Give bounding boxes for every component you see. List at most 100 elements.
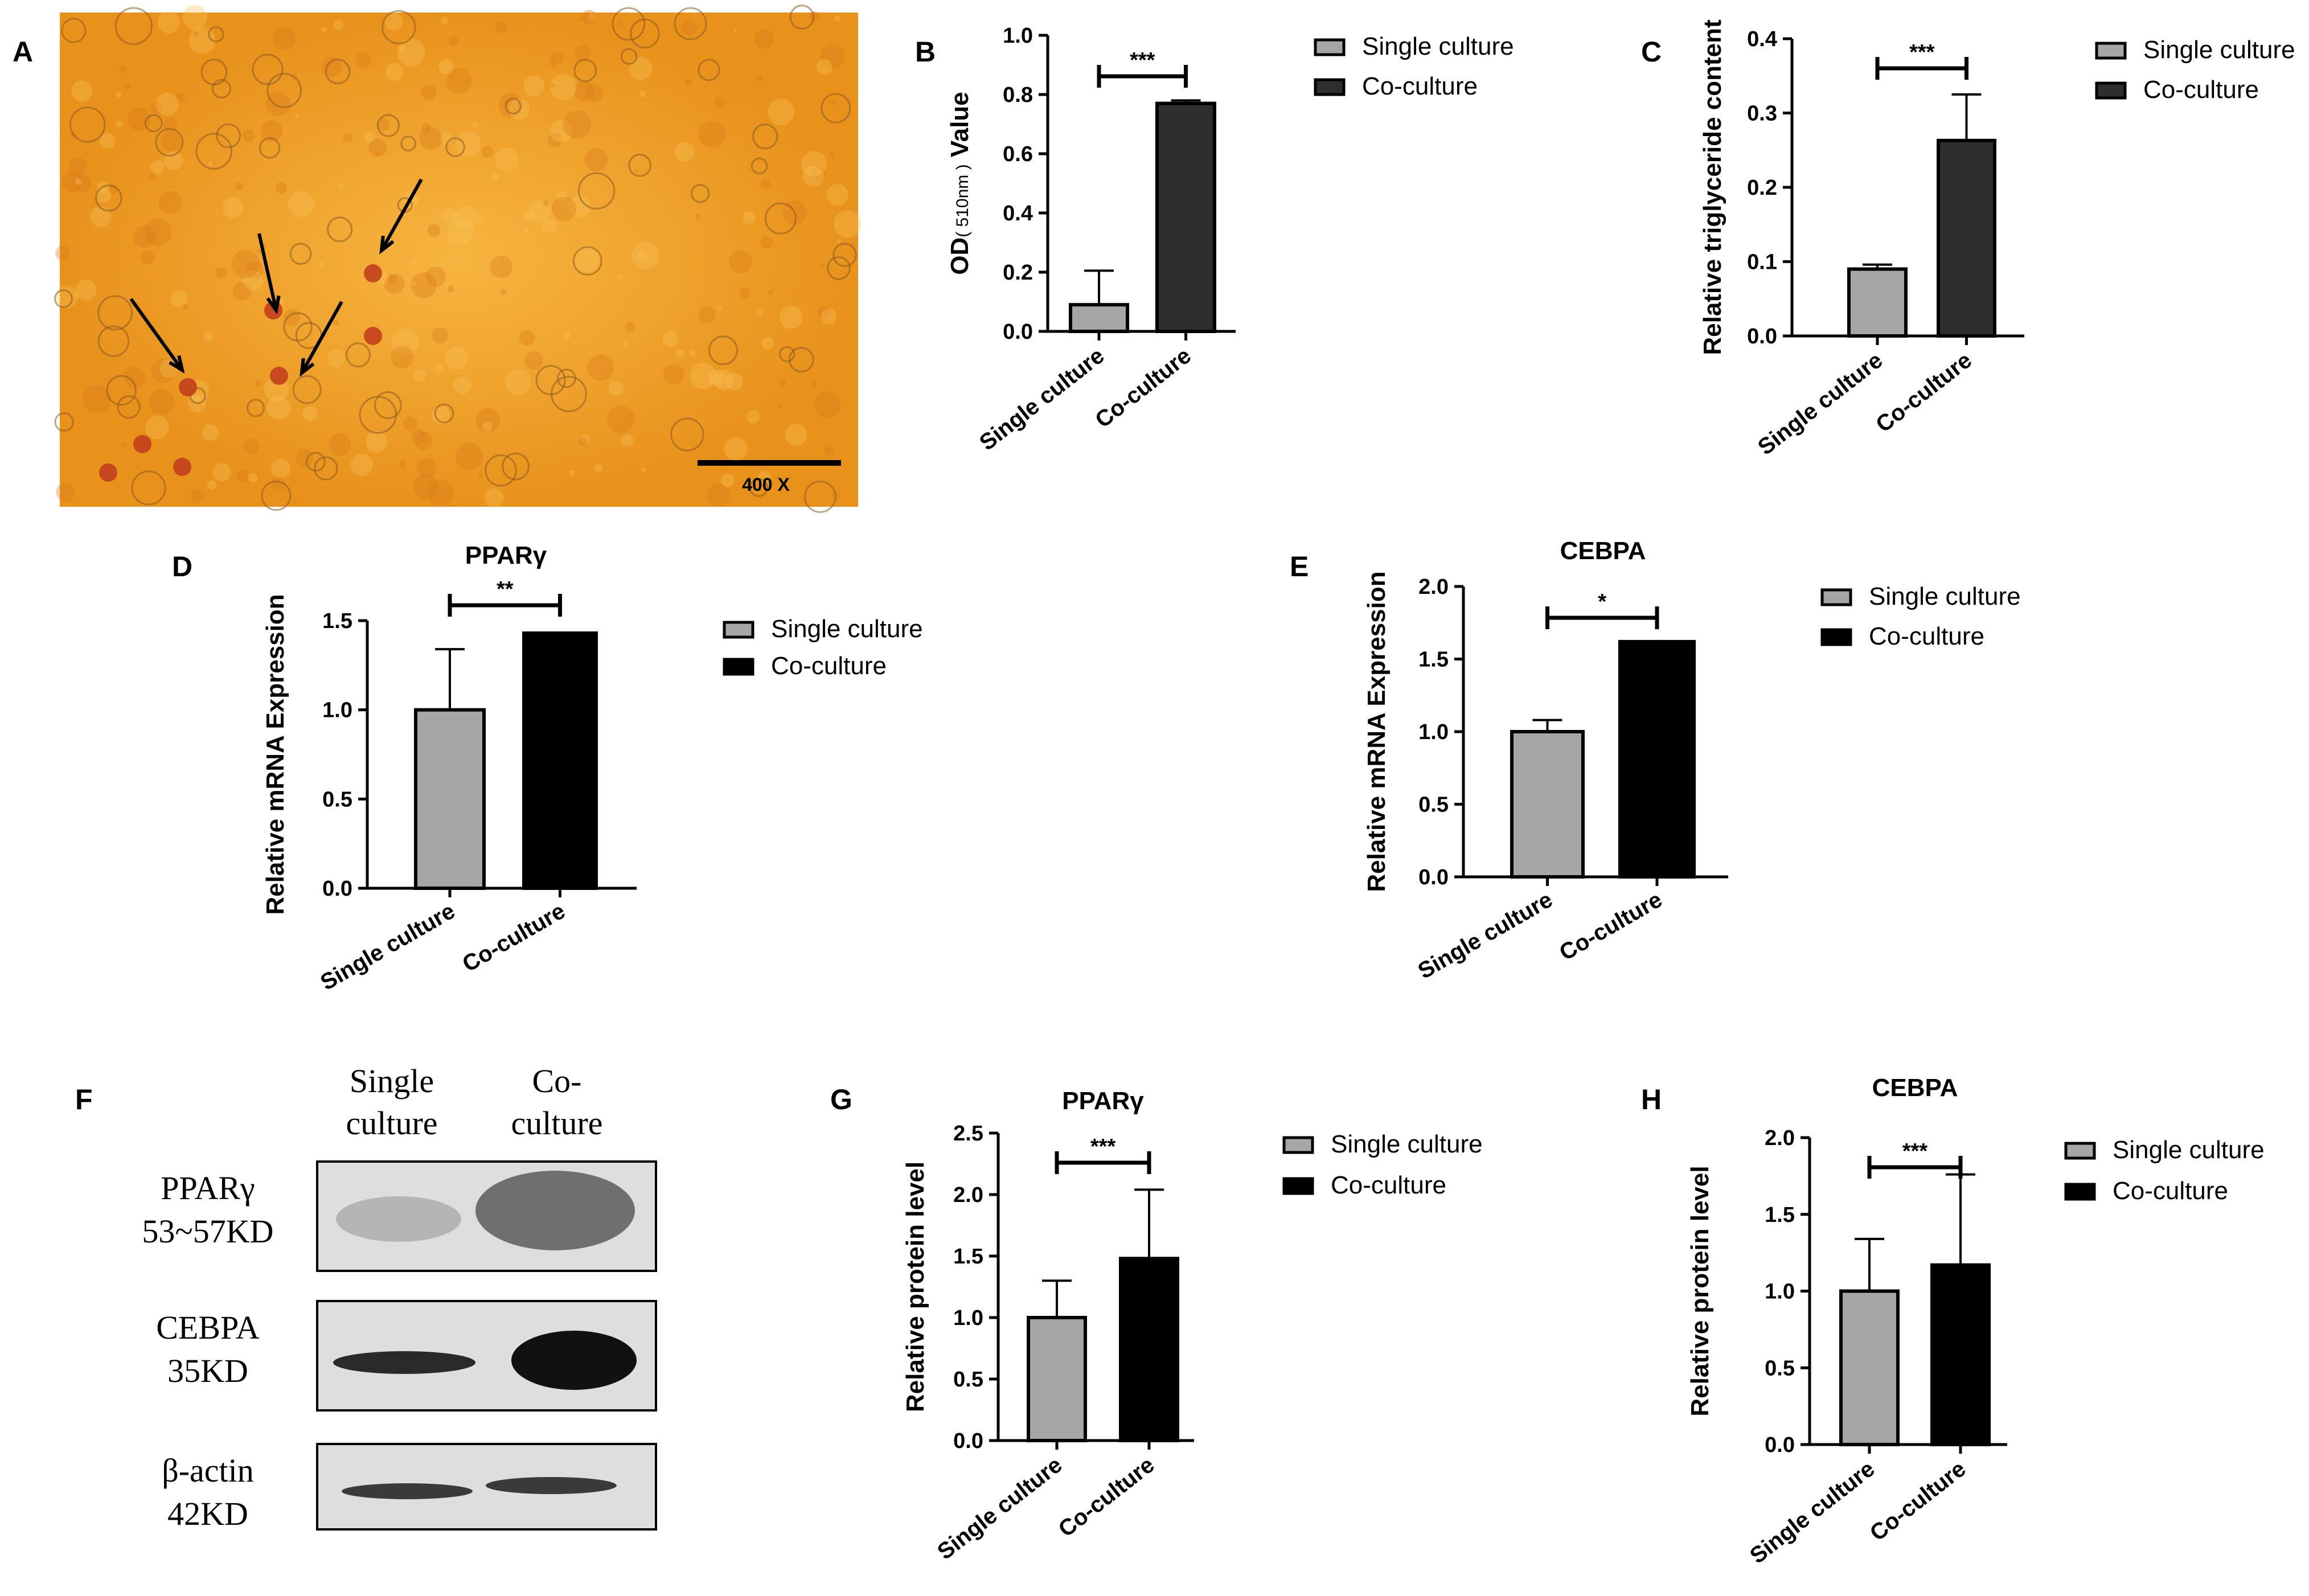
stain-speck xyxy=(768,99,795,126)
panel-d-letter: D xyxy=(172,551,192,582)
stain-speck xyxy=(400,46,406,52)
stain-speck xyxy=(617,19,624,27)
legend-swatch-co xyxy=(2095,81,2127,100)
cell-outline xyxy=(200,59,228,85)
stain-speck xyxy=(170,290,187,307)
stain-speck xyxy=(682,20,697,36)
stain-speck xyxy=(573,80,594,101)
stain-speck xyxy=(283,309,301,326)
stain-speck xyxy=(495,22,507,34)
stain-speck xyxy=(819,264,825,269)
cell-outline xyxy=(445,137,465,157)
stain-speck xyxy=(588,13,597,22)
significance-bracket xyxy=(448,594,562,617)
stain-speck xyxy=(778,379,786,387)
stain-speck xyxy=(266,91,291,116)
legend-label-single: Single culture xyxy=(1362,32,1514,60)
stain-speck xyxy=(761,337,774,350)
stain-speck xyxy=(163,150,184,171)
y-axis-label: Relative protein level xyxy=(901,1162,929,1412)
stain-speck xyxy=(391,329,419,356)
stain-speck xyxy=(523,75,544,96)
y-tick-label: 0.0 xyxy=(1418,865,1449,889)
legend: Single culture Co-culture xyxy=(2095,36,2295,104)
stain-speck xyxy=(495,147,519,172)
stain-speck xyxy=(235,182,244,191)
legend-label-co: Co-culture xyxy=(771,652,887,680)
stain-speck xyxy=(830,99,838,106)
stain-speck xyxy=(397,39,425,67)
stain-speck xyxy=(376,118,390,132)
cell-outline xyxy=(382,10,416,44)
scale-bar: 400 X xyxy=(698,460,841,495)
stain-speck xyxy=(481,145,494,158)
stain-speck xyxy=(482,421,493,432)
y-tick-label: 0.6 xyxy=(1003,142,1033,166)
stain-speck xyxy=(477,218,484,225)
cell-outline xyxy=(434,403,454,424)
stain-speck xyxy=(343,133,353,143)
stain-speck xyxy=(617,274,624,280)
stain-speck xyxy=(733,28,737,34)
chart-title: PPARγ xyxy=(1062,1087,1144,1115)
stain-speck xyxy=(215,267,227,279)
stain-speck xyxy=(182,5,207,30)
stain-speck xyxy=(387,274,397,285)
y-axis-label: Relative triglyceride content xyxy=(1699,19,1726,355)
y-axis-label: OD( 510nm ) Value xyxy=(946,92,974,275)
stain-speck xyxy=(447,219,473,245)
stain-speck xyxy=(411,260,416,265)
y-tick-label: 0.5 xyxy=(953,1368,983,1392)
cell-outline xyxy=(131,470,166,506)
panel-b-letter: B xyxy=(915,36,936,68)
stain-speck xyxy=(579,18,583,22)
x-category-label: Co-culture xyxy=(458,898,569,977)
stain-speck xyxy=(575,45,591,61)
stain-speck xyxy=(834,15,840,22)
significance-stars: *** xyxy=(1090,1135,1116,1159)
stain-speck xyxy=(528,200,551,223)
stain-speck xyxy=(255,380,261,387)
stain-speck xyxy=(266,396,291,420)
stain-speck xyxy=(440,17,448,24)
x-category-label: Co-culture xyxy=(1054,1452,1159,1542)
stain-speck xyxy=(585,84,604,102)
stain-speck xyxy=(453,376,471,395)
stain-speck xyxy=(478,472,484,478)
stain-speck xyxy=(151,358,176,383)
stain-speck xyxy=(760,236,773,249)
band-co xyxy=(511,1331,637,1390)
stain-speck xyxy=(607,405,635,434)
bar-single-culture xyxy=(1510,730,1585,879)
stain-speck xyxy=(662,331,679,347)
legend-label-co: Co-culture xyxy=(1869,622,1984,650)
stain-speck xyxy=(75,178,82,185)
cell-outline xyxy=(97,325,130,358)
cell-outline xyxy=(502,452,530,481)
stain-speck xyxy=(490,255,513,278)
y-tick-label: 1.5 xyxy=(1418,648,1449,672)
bar-co-culture xyxy=(1119,1257,1179,1443)
stain-speck xyxy=(779,306,803,329)
stain-speck xyxy=(475,408,501,433)
cell-outline xyxy=(216,123,241,149)
stain-speck xyxy=(293,500,298,504)
significance-stars: ** xyxy=(497,577,514,601)
stain-speck xyxy=(415,431,433,450)
legend: Single culture Co-culture xyxy=(1314,32,1514,100)
bar-single-culture xyxy=(1027,1316,1087,1442)
cell-outline xyxy=(535,365,566,396)
stain-speck xyxy=(543,200,549,206)
y-tick-label: 1.5 xyxy=(322,609,352,633)
stain-speck xyxy=(721,473,735,487)
stain-speck xyxy=(222,197,244,218)
stain-speck xyxy=(145,415,169,440)
cell-outline xyxy=(208,26,224,43)
stain-speck xyxy=(68,157,88,177)
legend-label-single: Single culture xyxy=(2143,36,2295,64)
y-tick-label: 2.0 xyxy=(1765,1126,1795,1150)
bar-co-culture xyxy=(1930,1263,1991,1447)
stain-speck xyxy=(638,251,647,260)
bar-co-culture xyxy=(1155,101,1216,333)
